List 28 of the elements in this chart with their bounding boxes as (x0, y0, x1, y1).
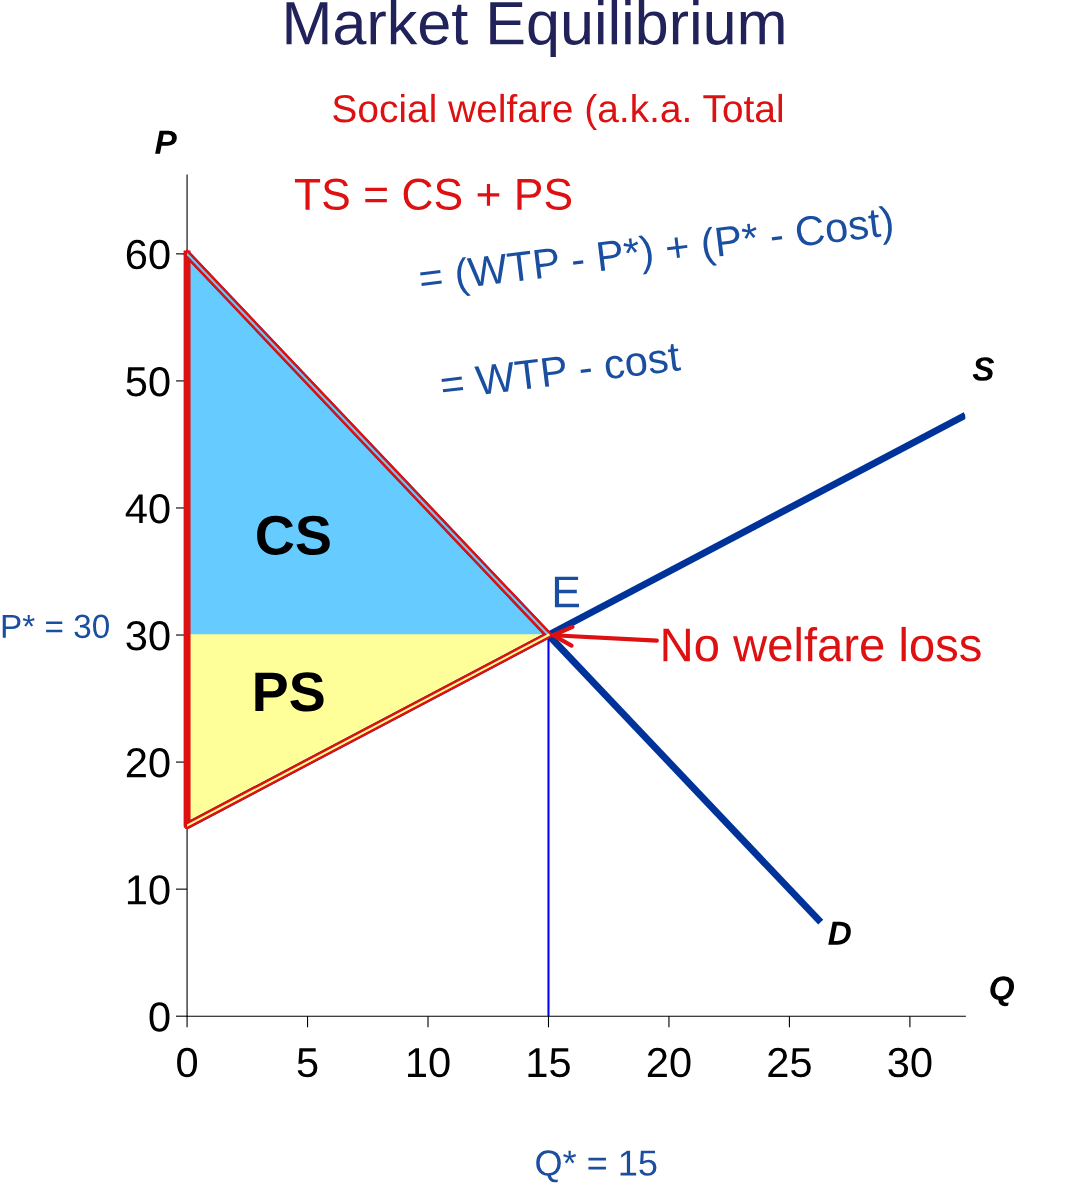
y-tick-label: 50 (126, 366, 170, 397)
y-tick-label: 20 (126, 748, 170, 778)
annotation: = WTP - cost (440, 341, 682, 400)
x-tick-label: 0 (177, 1047, 198, 1078)
x-tick-label: 10 (408, 1047, 450, 1078)
x-tick-label: 15 (528, 1048, 570, 1078)
x-tick-label: 5 (297, 1048, 318, 1078)
y-tick-label: 40 (125, 493, 170, 524)
x-tick-label: 25 (768, 1047, 811, 1078)
y-tick-label: 0 (149, 1002, 170, 1032)
y-axis-title: P (155, 130, 177, 154)
annotation: No welfare loss (663, 626, 981, 662)
annotation: E (554, 576, 579, 608)
x-axis-title: Q (990, 976, 1015, 1007)
annotation: TS = CS + PS (294, 178, 572, 211)
chart-title: Market Equilibrium (286, 0, 784, 57)
x-tick-label: 20 (647, 1047, 691, 1078)
y-tick-label: 60 (126, 239, 170, 270)
y-tick-label: 30 (126, 621, 170, 651)
text: Social welfare (a.k.a. Total (333, 93, 782, 131)
annotation: PS (255, 672, 324, 712)
annotation: D (828, 921, 851, 945)
x-tick-label: 30 (888, 1047, 932, 1078)
y-tick-label: 10 (127, 875, 170, 905)
text: P* = 30 (2, 614, 109, 639)
text: Q* = 15 (536, 1150, 657, 1183)
annotation: S (972, 357, 995, 381)
annotation: CS (257, 515, 330, 556)
